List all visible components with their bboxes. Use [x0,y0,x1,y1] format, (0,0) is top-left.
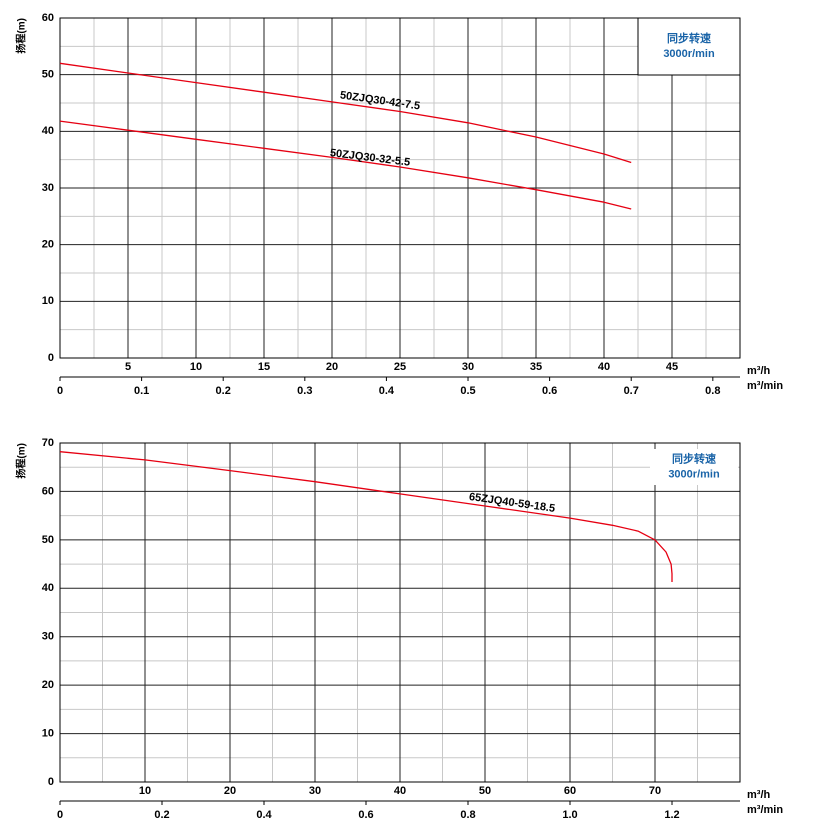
curve-label: 50ZJQ30-32-5.5 [329,147,411,169]
curve-label: 65ZJQ40-59-18.5 [468,491,556,515]
x-tick-label: 10 [190,361,202,373]
x-tick-label: 10 [139,785,151,797]
speed-annotation: 3000r/min [668,468,720,480]
x-tick-label: 50 [479,785,491,797]
x2-tick-label: 0.1 [134,385,149,397]
x-tick-label: 20 [224,785,236,797]
annotation-box [637,17,741,76]
y-tick-label: 20 [42,239,54,251]
plot-frame [59,442,741,783]
y-tick-label: 60 [42,12,54,24]
x-tick-label: 5 [125,361,131,373]
y-tick-label: 70 [42,437,54,449]
x-tick-label: 20 [326,361,338,373]
y-tick-label: 60 [42,485,54,497]
x-tick-label: 30 [462,361,474,373]
x-tick-label: 40 [394,785,406,797]
x-tick-label: 30 [309,785,321,797]
y-tick-label: 10 [42,295,54,307]
speed-annotation: 同步转速 [667,31,711,45]
x2-tick-label: 0.5 [460,385,475,397]
x2-tick-label: 0.8 [705,385,720,397]
x-tick-label: 15 [258,361,270,373]
x2-tick-label: 0.2 [216,385,231,397]
y-tick-label: 20 [42,679,54,691]
speed-annotation: 3000r/min [663,48,715,60]
plot-frame [59,17,741,359]
pump-curve [59,120,632,210]
x-tick-label: 60 [564,785,576,797]
x-tick-label: 25 [394,361,406,373]
x2-tick-label: 0.4 [379,385,395,397]
x2-tick-label: 0 [57,809,63,821]
x2-tick-label: 0.3 [297,385,312,397]
x-tick-label: 45 [666,361,678,373]
speed-annotation: 同步转速 [672,451,716,465]
y-tick-label: 40 [42,582,54,594]
y-axis-label: 扬程(m) [15,443,28,479]
y-tick-label: 30 [42,631,54,643]
pump-curve [59,451,673,582]
y-tick-label: 50 [42,534,54,546]
x-tick-label: 40 [598,361,610,373]
x-tick-label: 35 [530,361,542,373]
x2-tick-label: 0.8 [460,809,475,821]
pump-curve [59,62,632,164]
x-axis-unit: m³/h [747,365,771,377]
x2-tick-label: 0.2 [154,809,169,821]
x2-tick-label: 0.6 [542,385,557,397]
y-tick-label: 30 [42,182,54,194]
y-tick-label: 0 [48,776,54,788]
x2-tick-label: 0.7 [624,385,639,397]
x2-axis-unit: m³/min [747,804,783,816]
x2-axis-unit: m³/min [747,380,783,392]
y-axis-label: 扬程(m) [15,18,28,54]
y-tick-label: 40 [42,125,54,137]
x2-tick-label: 1.0 [562,809,577,821]
y-tick-label: 10 [42,727,54,739]
x2-tick-label: 0.6 [358,809,373,821]
x2-tick-label: 0.4 [256,809,272,821]
y-tick-label: 50 [42,69,54,81]
x-tick-label: 70 [649,785,661,797]
x2-tick-label: 1.2 [664,809,679,821]
x2-tick-label: 0 [57,385,63,397]
annotation-box [650,449,738,485]
x-axis-unit: m³/h [747,789,771,801]
y-tick-label: 0 [48,352,54,364]
